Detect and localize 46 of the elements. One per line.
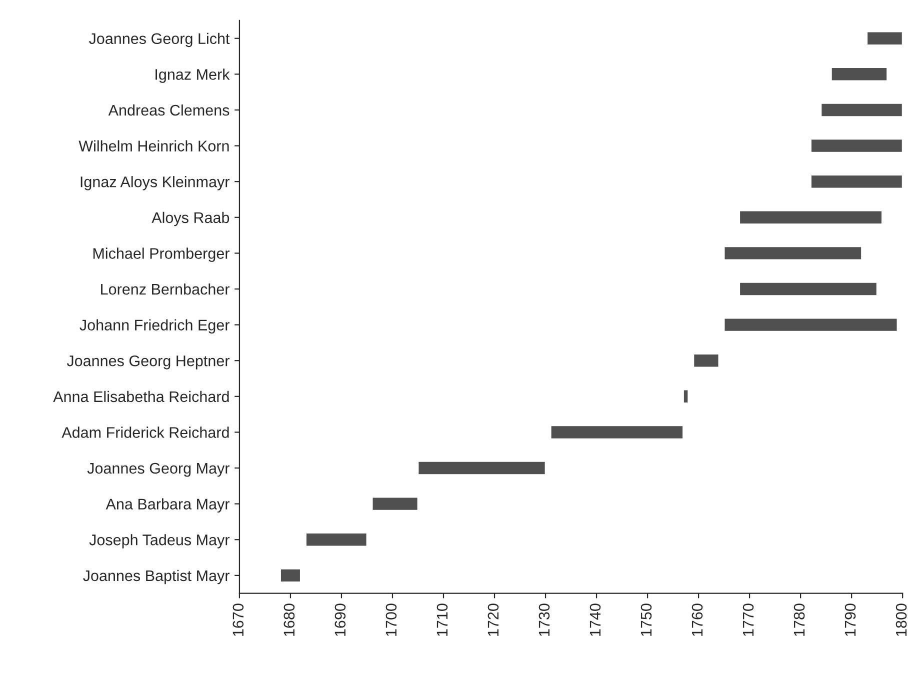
y-tick-label: Joannes Baptist Mayr [83, 570, 230, 584]
x-tick-label: 1680 [284, 604, 295, 636]
x-tick-label: 1720 [488, 604, 499, 636]
bar [550, 424, 684, 440]
bar [692, 353, 720, 368]
y-tick-label: Lorenz Bernbacher [101, 283, 230, 295]
y-tick-label: Johann Friedrich Eger [80, 319, 230, 334]
y-tick-label: Joannes Georg Licht [89, 32, 230, 48]
y-tick-label: Adam Friderick Reichard [62, 426, 229, 438]
bar [738, 282, 878, 296]
x-tick-label: 1780 [794, 604, 805, 636]
bar [738, 210, 883, 225]
bar [820, 102, 903, 118]
bar [280, 568, 302, 583]
bar [866, 30, 903, 46]
bar [305, 532, 368, 548]
y-tick-label: Ignaz Merk [156, 68, 230, 83]
x-tick-label: 1790 [844, 604, 856, 636]
bar [810, 174, 903, 190]
bar [723, 317, 898, 332]
x-tick-label: 1770 [742, 604, 754, 636]
bar [682, 388, 690, 404]
x-tick-label: 1730 [538, 604, 550, 636]
y-tick-label: Andreas Clemens [108, 104, 230, 116]
y-tick-label: Aloys Raab [152, 212, 230, 226]
x-tick-label: 1710 [436, 604, 448, 636]
y-tick-label: Joannes Georg Mayr [87, 462, 230, 477]
y-tick-label: Ignaz Aloys Kleinmayr [80, 176, 230, 190]
y-tick-label: Michael Promberger [93, 248, 230, 262]
y-tick-label: Ana Barbara Mayr [106, 498, 230, 513]
bar [417, 460, 546, 476]
y-tick-label: Anna Elisabetha Reichard [53, 390, 229, 402]
x-tick-label: 1700 [386, 604, 397, 636]
bar [723, 246, 862, 261]
y-tick-label: Joannes Georg Heptner [66, 355, 230, 370]
bar [371, 496, 419, 512]
y-tick-label: Wilhelm Heinrich Korn [78, 140, 229, 152]
bar [810, 138, 903, 154]
x-tick-label: 1760 [692, 604, 703, 636]
x-tick-label: 1670 [232, 604, 244, 636]
bar [830, 66, 888, 82]
x-tick-label: 1740 [590, 604, 601, 636]
x-tick-label: 1800 [896, 604, 907, 636]
x-tick-label: 1690 [334, 604, 346, 636]
x-tick-label: 1750 [640, 604, 652, 636]
y-tick-label: Joseph Tadeus Mayr [89, 534, 230, 548]
